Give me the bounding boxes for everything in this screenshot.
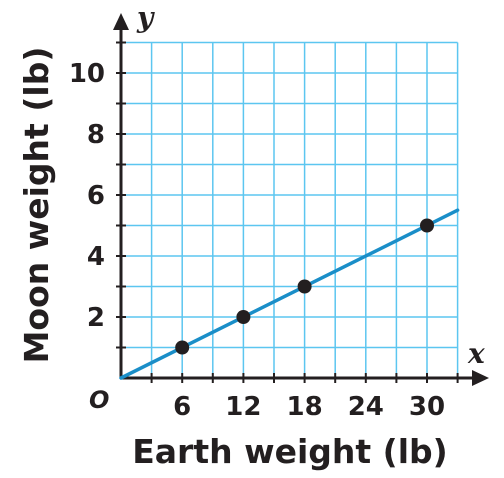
x-tick-label: 24 [348,392,384,422]
x-axis-symbol: x [467,337,485,370]
y-axis-arrow [113,13,129,30]
y-tick-label: 8 [87,120,105,150]
data-point [420,218,434,233]
x-tick-label: 6 [173,392,191,422]
series-line [119,208,460,380]
plot-area [119,208,460,380]
data-point [297,279,312,294]
x-tick-label: 18 [287,392,323,422]
x-tick-label: 12 [225,392,261,422]
origin-label: O [89,386,109,414]
y-axis-symbol: y [136,1,155,34]
x-axis-arrow [472,370,489,386]
y-tick-label: 4 [87,242,105,272]
x-tick-label: 30 [409,392,445,422]
data-point [236,310,251,324]
y-tick-label: 10 [69,59,105,89]
y-axis-title: Moon weight (lb) [17,47,56,364]
y-tick-label: 6 [87,181,105,211]
grid [121,41,459,378]
y-tick-label: 2 [87,303,105,333]
data-point [175,340,190,355]
axes [113,13,489,386]
x-axis-title: Earth weight (lb) [132,432,448,471]
